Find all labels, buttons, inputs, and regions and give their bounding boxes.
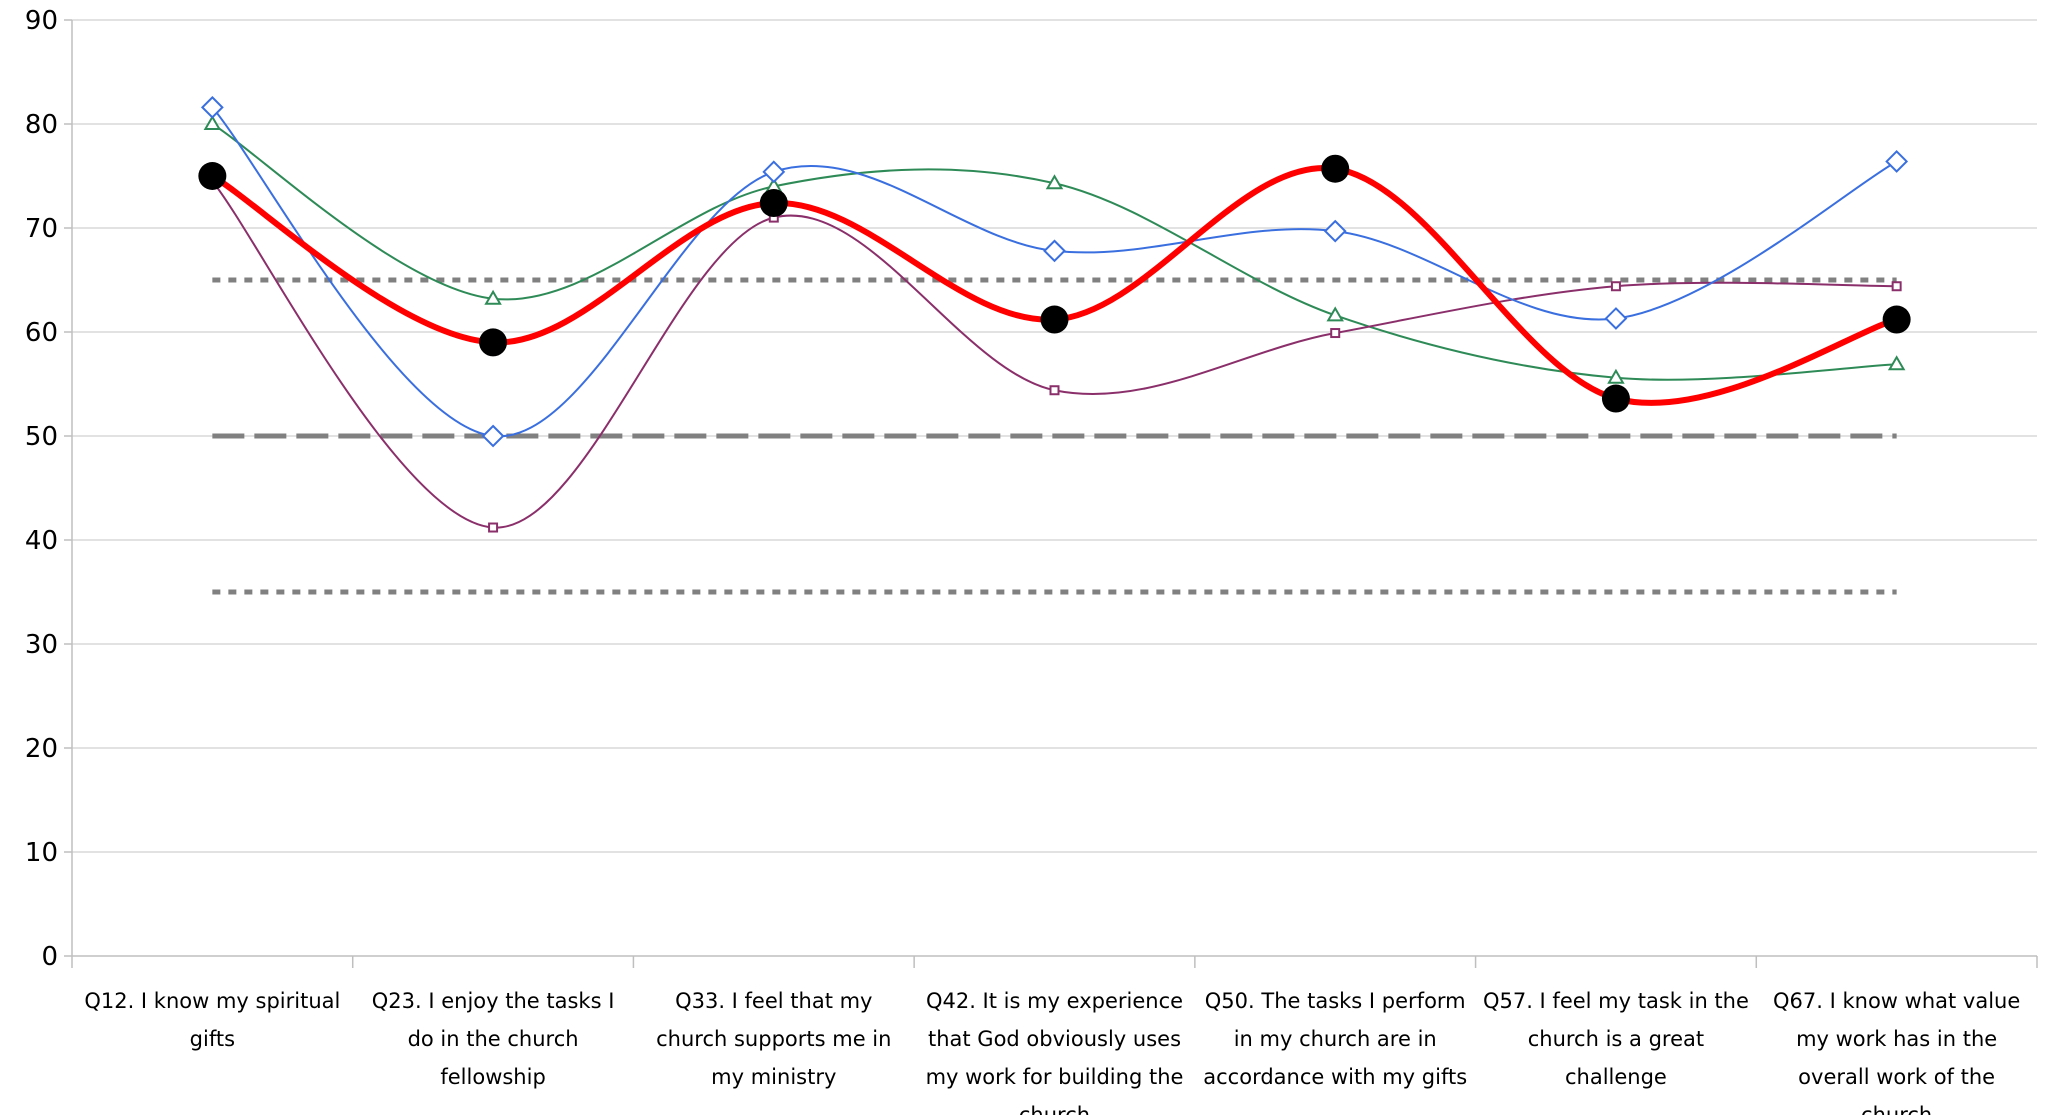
marker	[1045, 174, 1064, 190]
y-tick-label: 80	[25, 110, 58, 140]
x-tick-label: Q33. I feel that my church supports me in…	[656, 989, 891, 1089]
x-tick-label: Q67. I know what value my work has in the…	[1773, 989, 2020, 1115]
x-tick-label-line: challenge	[1565, 1065, 1667, 1089]
marker	[1604, 307, 1628, 330]
y-tick-label: 60	[25, 318, 58, 348]
x-tick-label: Q42. It is my experience that God obvious…	[926, 989, 1184, 1115]
x-tick-label: Q57. I feel my task in the church is a gr…	[1483, 989, 1749, 1089]
marker	[1610, 281, 1621, 292]
y-tick-label: 0	[41, 942, 58, 972]
marker	[484, 289, 502, 305]
marker	[488, 522, 499, 533]
marker	[759, 189, 788, 218]
x-tick-label-line: my work for building the	[926, 1065, 1184, 1089]
marker	[200, 95, 224, 119]
marker	[1323, 219, 1347, 243]
marker	[1040, 305, 1069, 334]
y-tick-label: 10	[25, 838, 58, 868]
marker	[762, 160, 786, 184]
x-tick-label-line: church is a great	[1528, 1027, 1704, 1051]
x-tick-label-line: church	[1861, 1103, 1932, 1115]
x-tick-label-line: Q50. The tasks I perform	[1205, 989, 1466, 1013]
x-tick-label-line: Q33. I feel that my	[675, 989, 872, 1013]
y-tick-label: 70	[25, 214, 58, 244]
y-tick-label: 90	[25, 6, 58, 36]
x-tick-label-line: Q67. I know what value	[1773, 989, 2020, 1013]
x-tick-label-line: Q23. I enjoy the tasks I	[372, 989, 615, 1013]
x-tick-label-line: that God obviously uses	[928, 1027, 1181, 1051]
marker	[198, 162, 227, 190]
marker	[1326, 306, 1344, 322]
x-tick-label-line: overall work of the	[1798, 1065, 1995, 1089]
marker	[203, 115, 222, 130]
marker	[1885, 150, 1909, 173]
marker	[1607, 368, 1625, 384]
marker	[1330, 328, 1341, 339]
marker	[481, 424, 505, 448]
series-line	[210, 164, 1898, 406]
x-tick-label-line: fellowship	[440, 1065, 545, 1089]
marker	[1601, 384, 1630, 413]
marker	[1887, 355, 1906, 371]
x-tick-label-line: Q42. It is my experience	[926, 989, 1183, 1013]
x-tick-label-line: church supports me in	[656, 1027, 891, 1051]
marker	[479, 328, 508, 357]
y-tick-label: 40	[25, 526, 58, 556]
x-tick-label-line: my ministry	[711, 1065, 836, 1089]
x-tick-label-line: gifts	[190, 1027, 235, 1051]
x-tick-label-line: do in the church	[408, 1027, 579, 1051]
y-tick-label: 30	[25, 630, 58, 660]
marker	[1321, 154, 1350, 183]
marker	[1882, 305, 1911, 334]
marker	[1043, 239, 1066, 263]
x-tick-label-line: Q57. I feel my task in the	[1483, 989, 1749, 1013]
marker	[1891, 281, 1902, 292]
marker	[1049, 385, 1060, 396]
x-tick-label: Q23. I enjoy the tasks I do in the church…	[372, 989, 615, 1089]
y-tick-label: 50	[25, 422, 58, 452]
x-tick-label: Q50. The tasks I perform in my church are…	[1203, 989, 1467, 1089]
x-tick-label-line: accordance with my gifts	[1203, 1065, 1467, 1089]
x-tick-label-line: Q12. I know my spiritual	[84, 989, 340, 1013]
x-tick-label-line: church	[1019, 1103, 1090, 1115]
x-tick-label: Q12. I know my spiritual gifts	[84, 989, 340, 1051]
series-line	[211, 180, 1897, 529]
x-tick-label-line: my work has in the	[1796, 1027, 1997, 1051]
y-tick-label: 20	[25, 734, 58, 764]
x-tick-label-line: in my church are in	[1234, 1027, 1437, 1051]
